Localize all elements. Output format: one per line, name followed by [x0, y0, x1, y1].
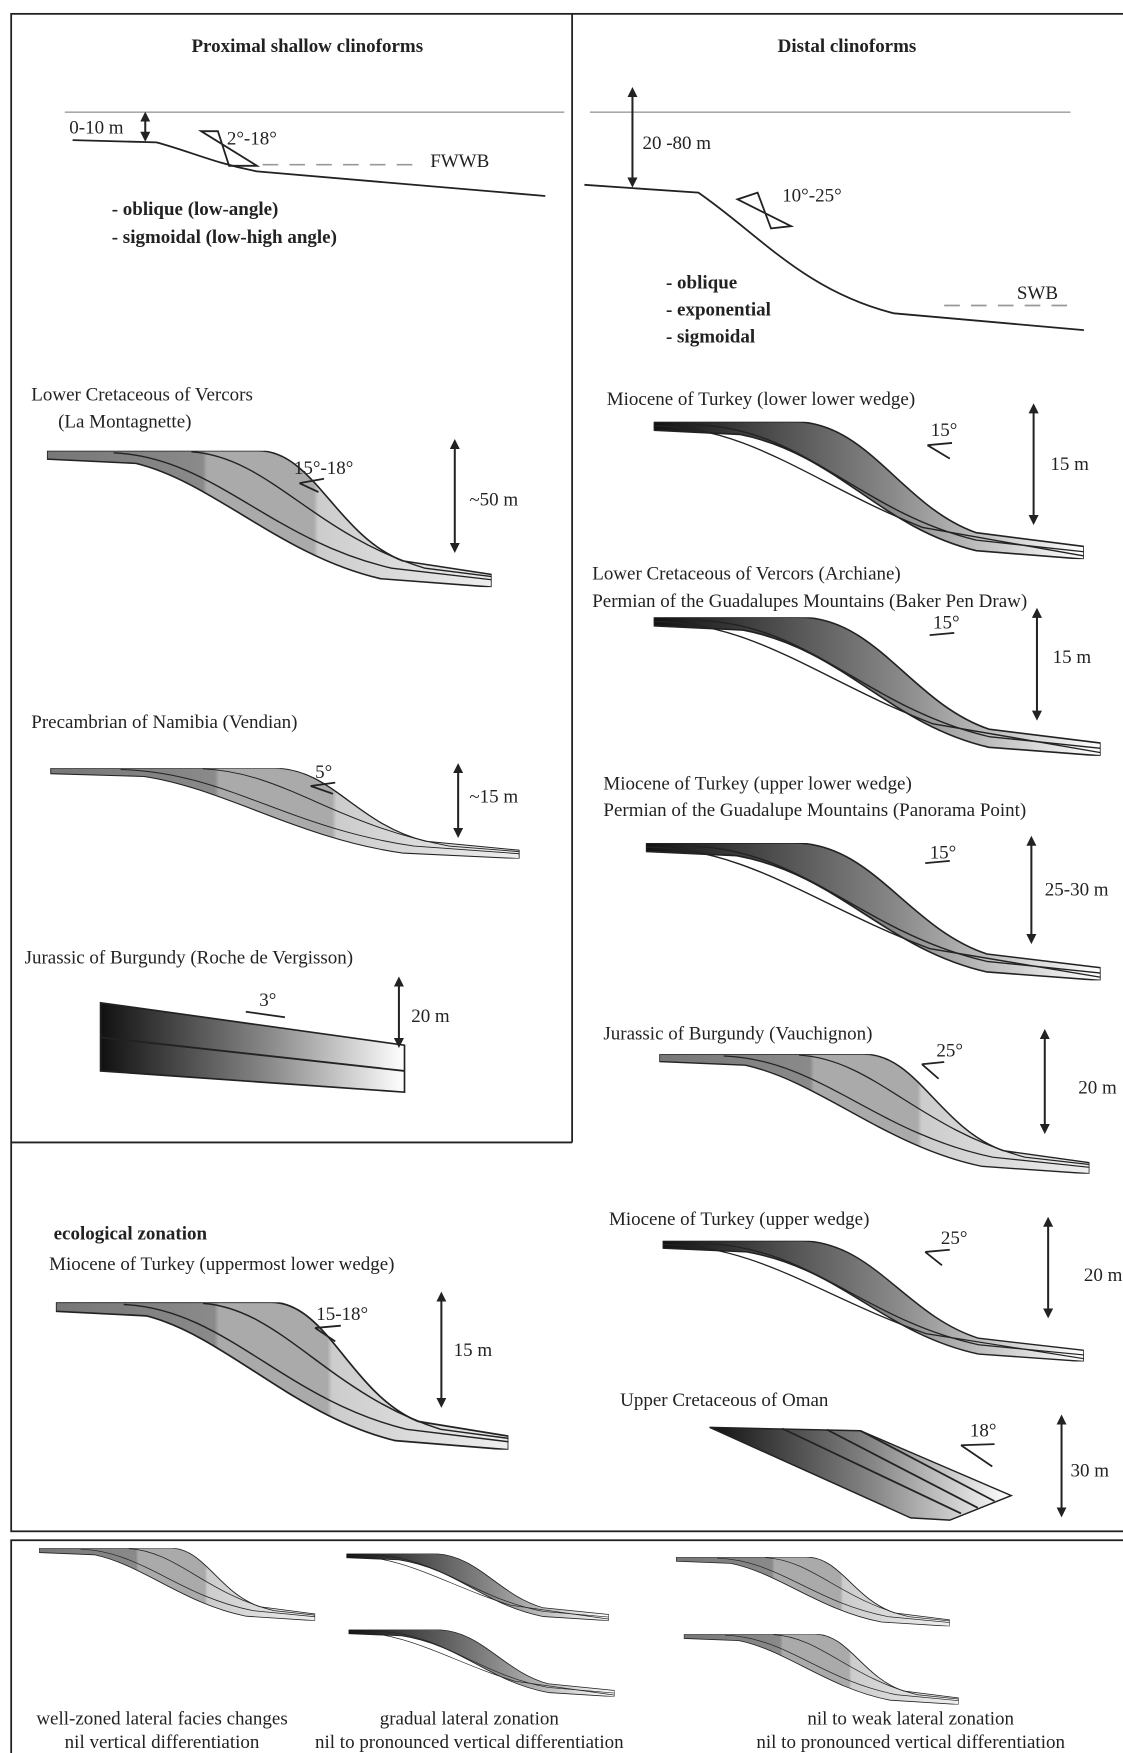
example-label: (La Montagnette)	[58, 411, 191, 432]
example-label: Permian of the Guadalupes Mountains (Bak…	[592, 591, 1027, 612]
angle-label: 15°-18°	[294, 458, 353, 479]
angle-mark	[314, 1324, 341, 1343]
example-label: Upper Cretaceous of Oman	[620, 1390, 829, 1411]
example-label: Permian of the Guadalupe Mountains (Pano…	[603, 800, 1026, 821]
angle-label: 5°	[315, 762, 332, 783]
height-label: 25-30 m	[1045, 879, 1109, 900]
angle-label: 15°	[933, 612, 960, 633]
depth-label: 0-10 m	[69, 117, 124, 138]
angle-mark	[310, 781, 336, 795]
clinoform	[709, 1426, 1014, 1521]
legend-text: nil to weak lateral zonation	[807, 1709, 1014, 1730]
height-label: 15 m	[454, 1340, 493, 1361]
angle-mark	[245, 1010, 286, 1019]
legend-clinoform	[676, 1557, 950, 1627]
angle-mark	[960, 1443, 995, 1468]
angle-mark	[924, 1248, 950, 1267]
angle-label: 25°	[936, 1040, 963, 1061]
height-label: 20 m	[1078, 1077, 1117, 1098]
wedge	[99, 1001, 406, 1094]
angle-label: 15°	[931, 420, 958, 441]
angle-mark	[921, 1061, 945, 1080]
clinoform	[46, 450, 492, 588]
panel-title: Distal clinoforms	[778, 36, 917, 57]
clinoform	[662, 1240, 1084, 1362]
example-label: Miocene of Turkey (lower lower wedge)	[607, 389, 915, 410]
clinoform	[50, 768, 520, 859]
depth-label: 20 -80 m	[643, 133, 712, 154]
clinoform	[653, 421, 1084, 560]
legend-clinoform	[39, 1548, 316, 1621]
angle-mark	[299, 477, 325, 493]
type-label: - oblique (low-angle)	[112, 199, 279, 220]
example-label: Miocene of Turkey (upper wedge)	[609, 1209, 869, 1230]
base-label: FWWB	[430, 151, 489, 172]
angle-mark	[929, 632, 955, 637]
height-label: 30 m	[1070, 1461, 1109, 1482]
legend-text: nil vertical differentiation	[65, 1732, 260, 1753]
clinoform	[659, 1054, 1090, 1174]
type-label: - sigmoidal	[666, 326, 755, 347]
angle-label: 3°	[259, 990, 276, 1011]
height-label: 15 m	[1053, 647, 1092, 668]
angle-label: 15°	[930, 843, 957, 864]
example-label: Miocene of Turkey (uppermost lower wedge…	[49, 1254, 394, 1275]
legend-clinoform	[348, 1629, 615, 1697]
example-label: Lower Cretaceous of Vercors	[31, 384, 253, 405]
legend-text: gradual lateral zonation	[380, 1709, 560, 1730]
height-label: 20 m	[1084, 1265, 1123, 1286]
angle-label: 2°-18°	[227, 129, 277, 150]
type-label: - oblique	[666, 273, 737, 294]
height-label: 20 m	[411, 1006, 450, 1027]
legend-text: well-zoned lateral facies changes	[36, 1709, 287, 1730]
legend-clinoform	[346, 1553, 609, 1621]
type-label: - exponential	[666, 300, 771, 321]
angle-label: 18°	[970, 1420, 997, 1441]
example-label: Jurassic of Burgundy (Vauchignon)	[603, 1024, 872, 1045]
clinoform	[653, 617, 1101, 756]
frames	[10, 12, 1123, 1753]
example-label: Jurassic of Burgundy (Roche de Vergisson…	[25, 948, 354, 969]
legend-text: nil to pronounced vertical differentiati…	[315, 1732, 624, 1753]
example-label: Lower Cretaceous of Vercors (Archiane)	[592, 563, 901, 584]
angle-mark	[926, 442, 953, 460]
height-label: ~15 m	[469, 787, 518, 808]
type-label: - sigmoidal (low-high angle)	[112, 227, 337, 248]
example-label: Miocene of Turkey (upper lower wedge)	[603, 773, 911, 794]
distal-profile	[584, 87, 1084, 331]
proximal-profile	[64, 111, 565, 197]
angle-label: 10°-25°	[782, 186, 841, 207]
example-label: Precambrian of Namibia (Vendian)	[31, 712, 297, 733]
legend-text: nil to pronounced vertical differentiati…	[756, 1732, 1065, 1753]
legend-clinoform	[683, 1634, 959, 1705]
angle-mark	[925, 859, 950, 864]
panel-title: Proximal shallow clinoforms	[191, 36, 423, 57]
base-label: SWB	[1017, 283, 1058, 304]
height-label: 15 m	[1050, 454, 1089, 475]
angle-label: 15-18°	[316, 1304, 368, 1325]
section-title: ecological zonation	[54, 1224, 208, 1245]
height-label: ~50 m	[469, 490, 518, 511]
angle-label: 25°	[941, 1228, 968, 1249]
clinoform	[645, 842, 1101, 981]
